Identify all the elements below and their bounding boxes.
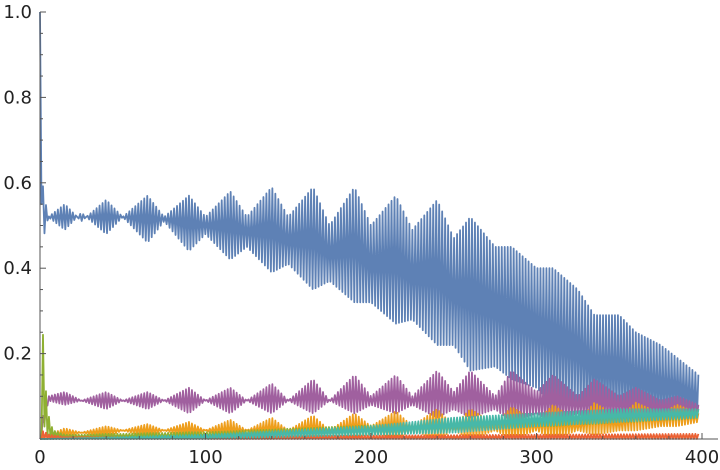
x-tick-label: 200: [354, 447, 388, 468]
y-tick-label: 1.0: [3, 2, 32, 23]
x-tick-label: 0: [34, 447, 45, 468]
x-tick-label: 400: [685, 447, 719, 468]
x-ticks: 0 100 200 300 400: [34, 433, 719, 468]
y-tick-label: 0.4: [3, 258, 32, 279]
series-line-1: [39, 11, 700, 427]
y-tick-label: 0.2: [3, 344, 32, 365]
series-line-2: [39, 370, 700, 440]
y-tick-label: 0.6: [3, 173, 32, 194]
series-line-6: [40, 408, 700, 440]
y-ticks: 0.2 0.4 0.6 0.8 1.0: [3, 2, 46, 419]
y-tick-label: 0.8: [3, 87, 32, 108]
x-tick-label: 300: [519, 447, 553, 468]
series-layer: [39, 11, 700, 440]
x-tick-label: 100: [188, 447, 222, 468]
